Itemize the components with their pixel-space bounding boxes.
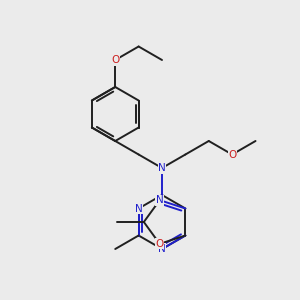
Text: N: N [156,195,164,205]
Text: O: O [156,239,164,249]
Text: O: O [111,55,119,65]
Text: N: N [135,203,142,214]
Text: O: O [228,149,236,160]
Text: N: N [158,244,166,254]
Text: N: N [158,163,166,173]
